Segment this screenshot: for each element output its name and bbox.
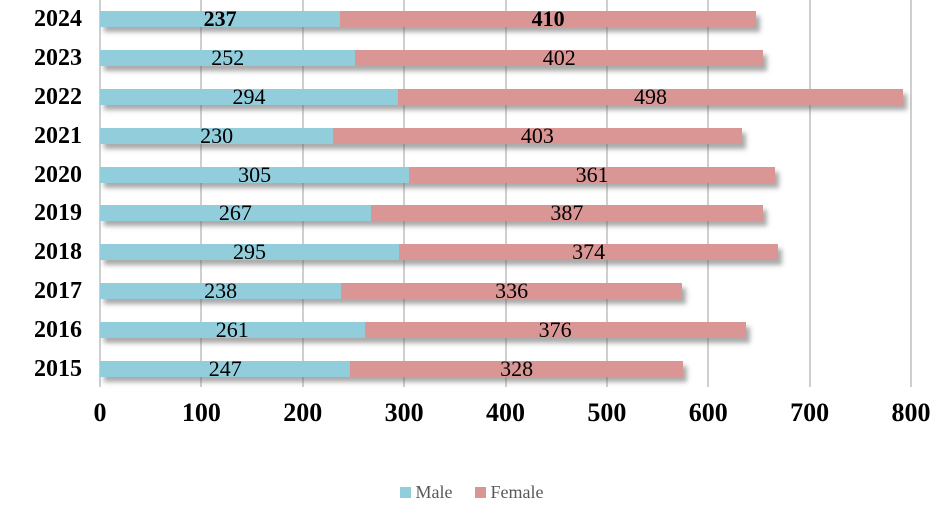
female-value-label: 387: [550, 200, 584, 226]
female-value-label: 328: [500, 355, 534, 381]
female-bar-segment-2022: 498: [398, 84, 903, 109]
bar-row-2017: 238 336: [100, 278, 682, 303]
female-value-label: 374: [572, 239, 606, 265]
female-value-label: 410: [531, 6, 565, 32]
male-value-label: 237: [203, 6, 237, 32]
male-value-label: 294: [232, 84, 266, 109]
gridline-x-500: [605, 0, 608, 387]
legend: Male Female: [0, 483, 943, 501]
gridline-x-100: [200, 0, 203, 387]
female-bar-segment-2023: 402: [355, 45, 763, 71]
category-label-2017: 2017: [34, 277, 82, 304]
x-tick-label-500: 500: [587, 398, 627, 427]
male-value-label: 267: [218, 200, 252, 226]
female-series-swatch-icon: [474, 486, 486, 498]
x-tick-label-400: 400: [486, 398, 525, 427]
x-tick-label-700: 700: [790, 398, 830, 427]
category-label-2016: 2016: [34, 316, 82, 343]
male-bar-segment-2021: 230: [100, 122, 334, 148]
category-label-2015: 2015: [34, 355, 82, 382]
legend-label-female: Female: [490, 482, 544, 502]
bar-row-2018: 295 374: [100, 239, 779, 265]
bar-row-2024: 237 410: [100, 6, 756, 32]
male-value-label: 295: [233, 239, 267, 265]
male-bar-segment-2016: 261: [100, 316, 365, 342]
y-axis-category-labels: 2024 2023 2022 2021 2020 2019 2018 2017 2016 2015: [0, 0, 100, 388]
x-tick-label-300: 300: [384, 398, 424, 427]
x-tick-label-200: 200: [283, 398, 323, 427]
category-label-2018: 2018: [34, 239, 82, 266]
gridline-x-700: [808, 0, 811, 387]
female-value-label: 336: [495, 278, 529, 303]
x-tick-label-0: 0: [93, 398, 107, 427]
male-value-label: 247: [208, 355, 242, 381]
gridline-x-0: [99, 0, 101, 387]
female-bar-segment-2024: 410: [340, 6, 756, 32]
bar-row-2019: 267 387: [100, 200, 763, 226]
male-bar-segment-2024: 237: [100, 6, 341, 32]
legend-item-male: Male: [399, 482, 453, 502]
gridline-x-800: [910, 0, 912, 387]
plot-area: 237 410 252 402 294 498 230 403 305 361 267 387 295 3…: [99, 0, 943, 388]
female-bar-segment-2021: 403: [333, 122, 742, 148]
x-tick-label-600: 600: [688, 398, 728, 427]
category-label-2021: 2021: [34, 122, 82, 149]
x-tick-label-800: 800: [891, 398, 931, 427]
male-bar-segment-2015: 247: [100, 355, 351, 381]
female-bar-segment-2015: 328: [350, 355, 683, 381]
category-label-2024: 2024: [34, 6, 82, 33]
x-axis-tick-labels: 0 100 200 300 400 500 600 700 800: [94, 398, 943, 433]
male-bar-segment-2017: 238: [100, 278, 342, 303]
bar-row-2015: 247 328: [100, 355, 683, 381]
male-value-label: 238: [204, 278, 238, 303]
male-value-label: 261: [215, 316, 249, 342]
female-bar-segment-2017: 336: [341, 278, 682, 303]
bar-row-2016: 261 376: [100, 316, 746, 342]
bar-row-2021: 230 403: [100, 122, 742, 148]
female-value-label: 402: [542, 45, 576, 71]
category-label-2020: 2020: [34, 161, 82, 188]
male-value-label: 305: [238, 161, 272, 187]
male-value-label: 252: [211, 45, 245, 71]
male-bar-segment-2023: 252: [100, 45, 356, 71]
male-bar-segment-2019: 267: [100, 200, 371, 226]
male-value-label: 230: [200, 122, 234, 148]
female-value-label: 498: [633, 84, 667, 109]
male-bar-segment-2022: 294: [100, 84, 399, 109]
female-value-label: 403: [520, 122, 554, 148]
bar-row-2022: 294 498: [100, 84, 903, 109]
x-tick-label-100: 100: [181, 398, 221, 427]
female-value-label: 361: [575, 161, 609, 187]
gridline-x-400: [504, 0, 507, 387]
male-bar-segment-2018: 295: [100, 239, 400, 265]
gridline-x-600: [707, 0, 710, 387]
bar-row-2020: 305 361: [100, 161, 776, 187]
bar-row-2023: 252 402: [100, 45, 763, 71]
legend-label-male: Male: [415, 482, 453, 502]
male-series-swatch-icon: [399, 486, 411, 498]
female-bar-segment-2019: 387: [370, 200, 763, 226]
category-label-2019: 2019: [34, 200, 82, 227]
category-label-2023: 2023: [34, 45, 82, 72]
female-bar-segment-2016: 376: [364, 316, 746, 342]
gridline-x-300: [403, 0, 406, 387]
female-bar-segment-2020: 361: [409, 161, 776, 187]
female-bar-segment-2018: 374: [399, 239, 779, 265]
legend-item-female: Female: [474, 482, 544, 502]
female-value-label: 376: [538, 316, 572, 342]
category-label-2022: 2022: [34, 83, 82, 110]
male-bar-segment-2020: 305: [100, 161, 410, 187]
gridline-x-200: [301, 0, 304, 387]
